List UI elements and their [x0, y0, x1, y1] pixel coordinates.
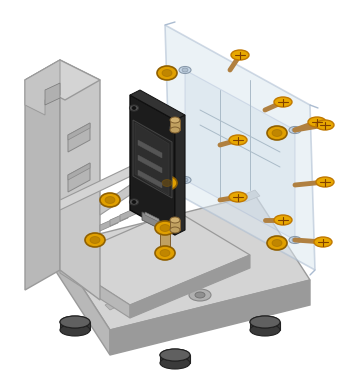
- Ellipse shape: [160, 349, 190, 361]
- Ellipse shape: [155, 246, 175, 260]
- Ellipse shape: [316, 120, 334, 130]
- Ellipse shape: [132, 107, 136, 110]
- Polygon shape: [120, 207, 138, 221]
- Polygon shape: [138, 170, 162, 188]
- Polygon shape: [60, 60, 100, 300]
- Ellipse shape: [160, 349, 190, 361]
- Ellipse shape: [267, 236, 287, 250]
- Ellipse shape: [250, 324, 280, 336]
- Ellipse shape: [179, 66, 191, 73]
- Ellipse shape: [289, 127, 301, 134]
- Ellipse shape: [169, 125, 178, 131]
- Polygon shape: [60, 145, 175, 210]
- Polygon shape: [100, 155, 175, 215]
- Ellipse shape: [160, 225, 170, 232]
- Ellipse shape: [85, 233, 105, 247]
- Ellipse shape: [90, 237, 100, 244]
- Ellipse shape: [195, 292, 205, 298]
- Polygon shape: [138, 140, 162, 158]
- Polygon shape: [60, 260, 130, 318]
- Polygon shape: [130, 95, 175, 235]
- Ellipse shape: [267, 126, 287, 140]
- Polygon shape: [68, 123, 90, 152]
- Ellipse shape: [274, 97, 292, 107]
- Ellipse shape: [157, 176, 177, 190]
- Ellipse shape: [272, 239, 282, 247]
- Polygon shape: [133, 120, 172, 198]
- Ellipse shape: [160, 227, 170, 233]
- Polygon shape: [68, 163, 90, 180]
- Ellipse shape: [130, 199, 139, 205]
- Ellipse shape: [170, 217, 180, 223]
- Ellipse shape: [170, 127, 180, 133]
- Ellipse shape: [60, 316, 90, 328]
- Ellipse shape: [179, 176, 191, 183]
- Ellipse shape: [172, 127, 176, 129]
- Ellipse shape: [189, 289, 211, 301]
- Ellipse shape: [60, 316, 90, 328]
- Polygon shape: [170, 120, 180, 130]
- Polygon shape: [25, 60, 60, 115]
- Polygon shape: [160, 230, 170, 255]
- Ellipse shape: [160, 249, 170, 257]
- Ellipse shape: [160, 252, 170, 258]
- Polygon shape: [55, 245, 110, 355]
- Polygon shape: [55, 195, 310, 330]
- Ellipse shape: [229, 135, 247, 145]
- Polygon shape: [110, 280, 310, 355]
- Ellipse shape: [250, 316, 280, 328]
- Ellipse shape: [100, 193, 120, 207]
- Polygon shape: [170, 220, 180, 230]
- Ellipse shape: [274, 215, 292, 225]
- Polygon shape: [60, 322, 90, 330]
- Ellipse shape: [157, 66, 177, 80]
- Ellipse shape: [169, 219, 178, 225]
- Ellipse shape: [308, 117, 326, 127]
- Ellipse shape: [231, 50, 249, 60]
- Ellipse shape: [170, 117, 180, 123]
- Ellipse shape: [130, 105, 139, 111]
- Polygon shape: [175, 115, 185, 235]
- Ellipse shape: [316, 177, 334, 187]
- Polygon shape: [185, 70, 295, 240]
- Polygon shape: [240, 190, 260, 202]
- Polygon shape: [250, 322, 280, 330]
- Ellipse shape: [162, 179, 172, 186]
- Polygon shape: [130, 255, 250, 318]
- Polygon shape: [45, 83, 60, 105]
- Ellipse shape: [170, 227, 180, 233]
- Polygon shape: [100, 217, 118, 231]
- Ellipse shape: [155, 221, 175, 235]
- Polygon shape: [60, 210, 250, 305]
- Polygon shape: [145, 212, 159, 222]
- Polygon shape: [25, 60, 60, 290]
- Polygon shape: [142, 212, 162, 230]
- Polygon shape: [58, 243, 68, 257]
- Polygon shape: [25, 60, 100, 100]
- Ellipse shape: [292, 238, 298, 242]
- Ellipse shape: [314, 237, 332, 247]
- Polygon shape: [110, 212, 128, 226]
- Polygon shape: [165, 25, 315, 270]
- Ellipse shape: [132, 200, 136, 203]
- Ellipse shape: [292, 128, 298, 132]
- Ellipse shape: [182, 178, 188, 182]
- Ellipse shape: [172, 220, 176, 223]
- Ellipse shape: [60, 324, 90, 336]
- Ellipse shape: [105, 196, 115, 203]
- Polygon shape: [68, 163, 90, 192]
- Ellipse shape: [160, 357, 190, 369]
- Ellipse shape: [289, 237, 301, 244]
- Polygon shape: [68, 123, 90, 140]
- Ellipse shape: [162, 69, 172, 76]
- Ellipse shape: [229, 192, 247, 202]
- Polygon shape: [138, 155, 162, 173]
- Polygon shape: [135, 123, 169, 195]
- Polygon shape: [130, 90, 185, 120]
- Ellipse shape: [182, 68, 188, 72]
- Polygon shape: [105, 265, 190, 310]
- Ellipse shape: [250, 316, 280, 328]
- Polygon shape: [160, 355, 190, 363]
- Ellipse shape: [272, 129, 282, 137]
